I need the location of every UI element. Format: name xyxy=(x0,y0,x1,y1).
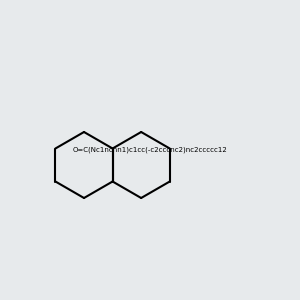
Text: O=C(Nc1ncnn1)c1cc(-c2cccnc2)nc2ccccc12: O=C(Nc1ncnn1)c1cc(-c2cccnc2)nc2ccccc12 xyxy=(73,147,227,153)
